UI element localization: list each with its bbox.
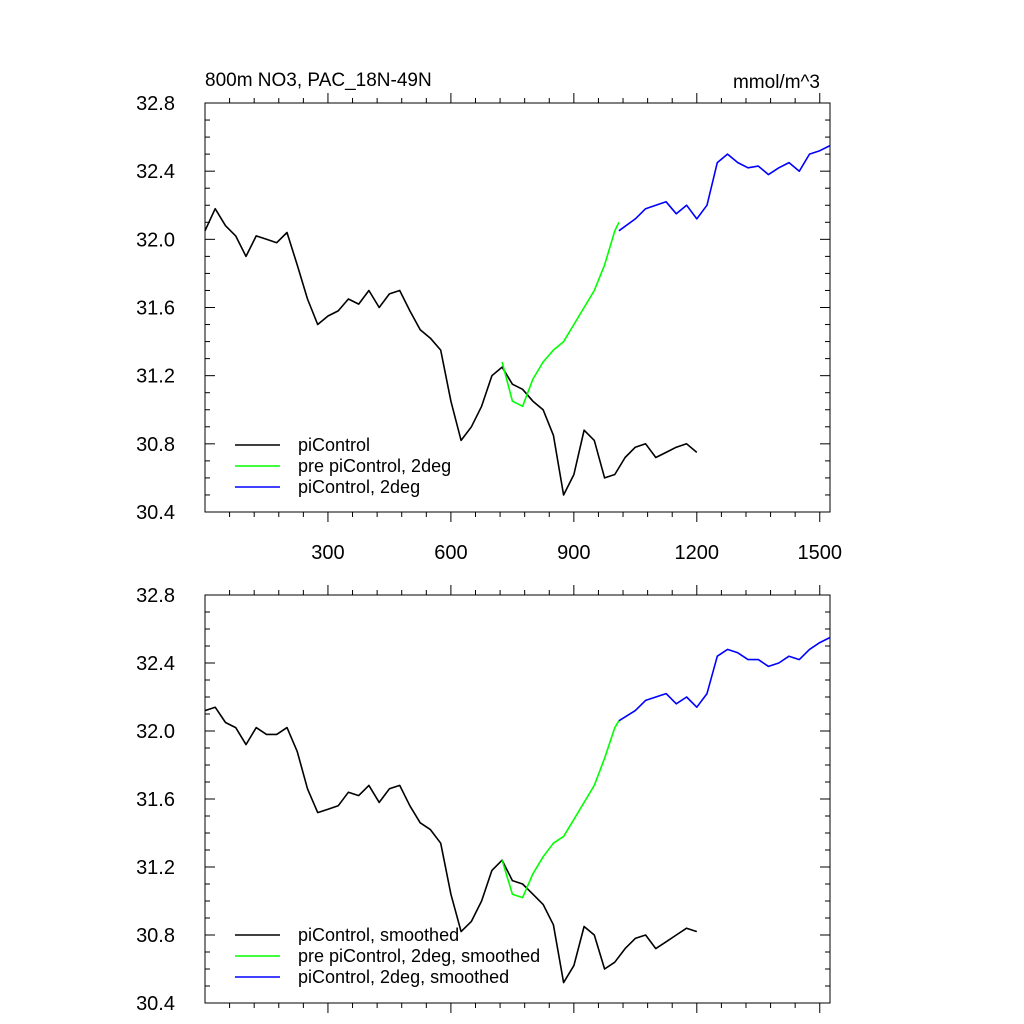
y-tick-label: 32.4 xyxy=(136,161,175,183)
legend-label: piControl xyxy=(298,435,370,455)
y-tick-label: 30.4 xyxy=(136,502,175,524)
y-tick-label: 30.8 xyxy=(136,434,175,456)
y-tick-label: 30.4 xyxy=(136,993,175,1015)
y-tick-label: 31.6 xyxy=(136,298,175,320)
x-tick-label: 900 xyxy=(557,542,590,564)
x-tick-label: 1200 xyxy=(675,542,720,564)
y-tick-label: 32.8 xyxy=(136,585,175,607)
legend-label: piControl, 2deg xyxy=(298,477,420,497)
legend-label: piControl, 2deg, smoothed xyxy=(298,967,509,987)
bottom-panel: 30.4 30.8 31.2 31.6 32.0 32.4 32.8 piControl, s… xyxy=(136,585,831,1015)
y-tick-label: 32.0 xyxy=(136,229,175,251)
y-tick-label: 30.8 xyxy=(136,925,175,947)
y-tick-label: 32.4 xyxy=(136,653,175,675)
legend-label: pre piControl, 2deg, smoothed xyxy=(298,946,540,966)
top-panel: 30.4 30.8 31.2 31.6 32.0 32.4 32.8 300 600 900 120… xyxy=(136,93,842,564)
legend-label: piControl, smoothed xyxy=(298,925,459,945)
series-line-3 xyxy=(618,144,831,232)
series-line-1 xyxy=(204,706,698,984)
y-tick-label: 32.0 xyxy=(136,721,175,743)
y-tick-label: 31.2 xyxy=(136,857,175,879)
legend-label: pre piControl, 2deg xyxy=(298,456,451,476)
series-line-1 xyxy=(204,207,698,496)
y-tick-label: 31.6 xyxy=(136,789,175,811)
series-line-3 xyxy=(618,636,831,722)
y-tick-label: 31.2 xyxy=(136,366,175,388)
x-tick-label: 600 xyxy=(434,542,467,564)
series-line-2 xyxy=(501,720,620,899)
chart-units: mmol/m^3 xyxy=(733,72,820,93)
x-tick-label: 1500 xyxy=(798,542,843,564)
y-tick-label: 32.8 xyxy=(136,93,175,115)
chart-title: 800m NO3, PAC_18N-49N xyxy=(205,70,432,91)
series-line-2 xyxy=(501,221,620,408)
x-tick-label: 300 xyxy=(311,542,344,564)
